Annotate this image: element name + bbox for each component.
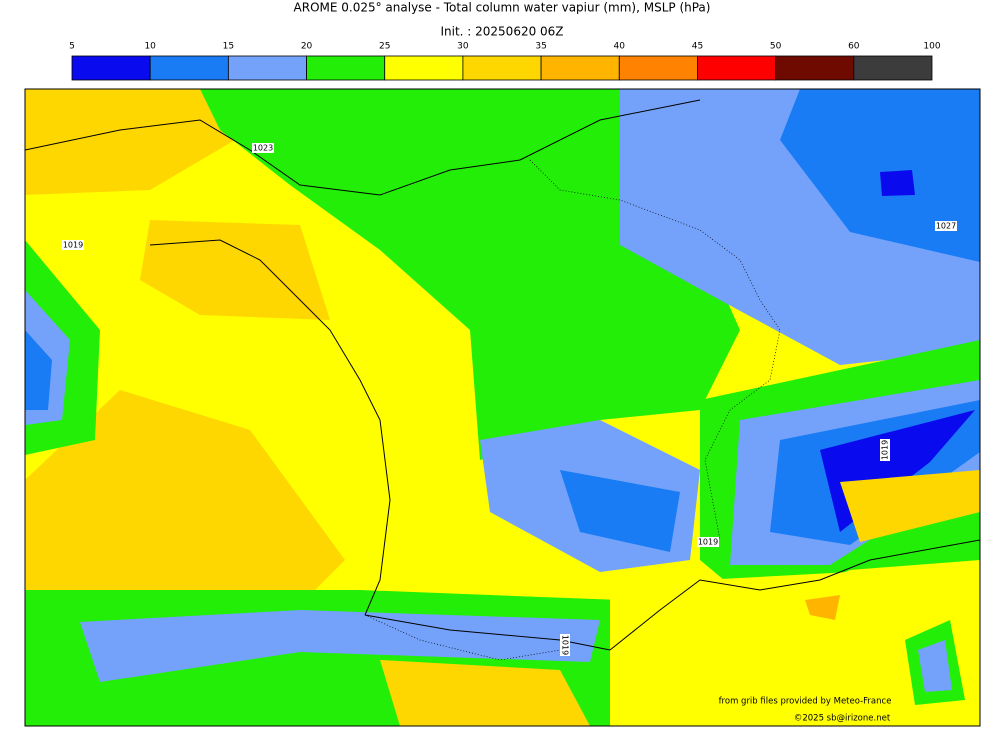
colorbar-segment (149, 55, 229, 81)
colorbar-tick-label: 30 (457, 42, 469, 52)
isobar-label-text: 1019 (561, 635, 570, 655)
field (25, 89, 235, 195)
isobar-label-box (252, 143, 274, 153)
field (25, 390, 345, 605)
isobar-label: 1027 (935, 221, 957, 231)
isobar-label-text: 1027 (936, 222, 956, 231)
isobar-label: 1019 (880, 439, 890, 461)
colorbar-tick-label: 20 (301, 42, 313, 52)
colorbar-tick-label: 40 (614, 42, 626, 52)
field (200, 89, 740, 460)
isobar-labels: 1023 1019 1027 1019 1019 1019 (62, 143, 957, 656)
field (805, 595, 840, 620)
colorbar: 5 10 15 20 25 30 35 40 45 50 60 100 (69, 42, 941, 81)
field (840, 470, 980, 542)
colorbar-segment (462, 55, 542, 81)
colorbar-segment (775, 55, 855, 81)
isobar-label: 1023 (252, 143, 274, 153)
colorbar-segment (853, 55, 933, 81)
isobar-label-box (880, 439, 890, 461)
credit: from grib files provided by Meteo-France (719, 697, 892, 707)
field (918, 640, 952, 692)
field (780, 89, 980, 262)
isobar-label-text: 1019 (881, 440, 890, 460)
subtitle: Init. : 20250620 06Z (440, 25, 563, 39)
field (80, 610, 600, 682)
isobar-label-text: 1019 (63, 241, 83, 250)
isobar-label-box (935, 221, 957, 231)
colorbar-segment (306, 55, 386, 81)
colorbar-tick-label: 15 (223, 42, 234, 52)
field (560, 470, 680, 552)
colorbar-tick-label: 25 (379, 42, 390, 52)
credit: ©2025 sb@irizone.net (794, 714, 891, 724)
isobar-label-box (62, 240, 84, 250)
colorbar-segment (697, 55, 777, 81)
colorbar-tick-label: 5 (69, 42, 75, 52)
field (880, 170, 915, 196)
isobar-label-box (560, 634, 570, 656)
title: AROME 0.025° analyse - Total column wate… (294, 1, 711, 15)
colorbar-tick-label: 45 (692, 42, 703, 52)
map (25, 89, 980, 726)
colorbar-segment (540, 55, 620, 81)
colorbar-segment (618, 55, 698, 81)
colorbar-tick-label: 100 (923, 42, 940, 52)
colorbar-tick-label: 60 (848, 42, 860, 52)
field (380, 660, 590, 726)
isobar-label: 1019 (62, 240, 84, 250)
colorbar-segment (227, 55, 307, 81)
colorbar-tick-label: 35 (535, 42, 546, 52)
field (25, 330, 52, 410)
isobar-label-box (697, 537, 719, 547)
isobar-label-text: 1023 (253, 144, 273, 153)
field (140, 220, 330, 320)
colorbar-segment (384, 55, 464, 81)
map-frame (24, 88, 981, 727)
colorbar-segment (71, 55, 151, 81)
colorbar-tick-label: 50 (770, 42, 782, 52)
field (610, 565, 980, 726)
isobar-label: 1019 (560, 634, 570, 656)
border (364, 159, 781, 661)
colorbar-tick-label: 10 (144, 42, 156, 52)
coastline (25, 99, 980, 651)
isobar-label-text: 1019 (698, 538, 718, 547)
isobar-label: 1019 (697, 537, 719, 547)
